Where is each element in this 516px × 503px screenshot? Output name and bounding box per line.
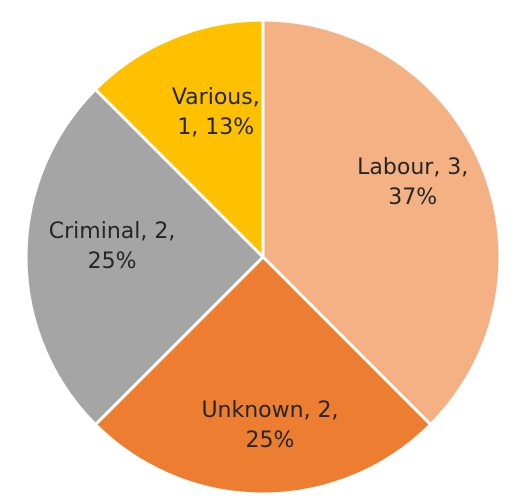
pie-slice-labour xyxy=(261,18,502,427)
data-label-line: 25% xyxy=(88,249,137,274)
data-label-line: Labour, 3, xyxy=(357,155,468,180)
data-label-line: 25% xyxy=(246,428,295,453)
data-label-line: 1, 13% xyxy=(177,115,254,140)
data-label-criminal: Criminal, 2, 25% xyxy=(49,219,176,274)
data-label-labour: Labour, 3, 37% xyxy=(357,155,468,210)
pie-slice-unknown xyxy=(93,255,433,496)
data-label-line: 37% xyxy=(388,185,437,210)
data-label-various: Various, 1, 13% xyxy=(172,85,260,140)
data-label-line: Various, xyxy=(172,85,260,110)
data-label-line: Unknown, 2, xyxy=(201,398,338,423)
pie-slices xyxy=(24,18,502,496)
pie-slice-various xyxy=(93,18,265,259)
pie-data-labels: Labour, 3, 37% Unknown, 2, 25% Criminal, 2, 2… xyxy=(49,85,469,453)
data-label-line: Criminal, 2, xyxy=(49,219,176,244)
pie-slice-criminal xyxy=(24,87,265,427)
data-label-unknown: Unknown, 2, 25% xyxy=(201,398,338,453)
